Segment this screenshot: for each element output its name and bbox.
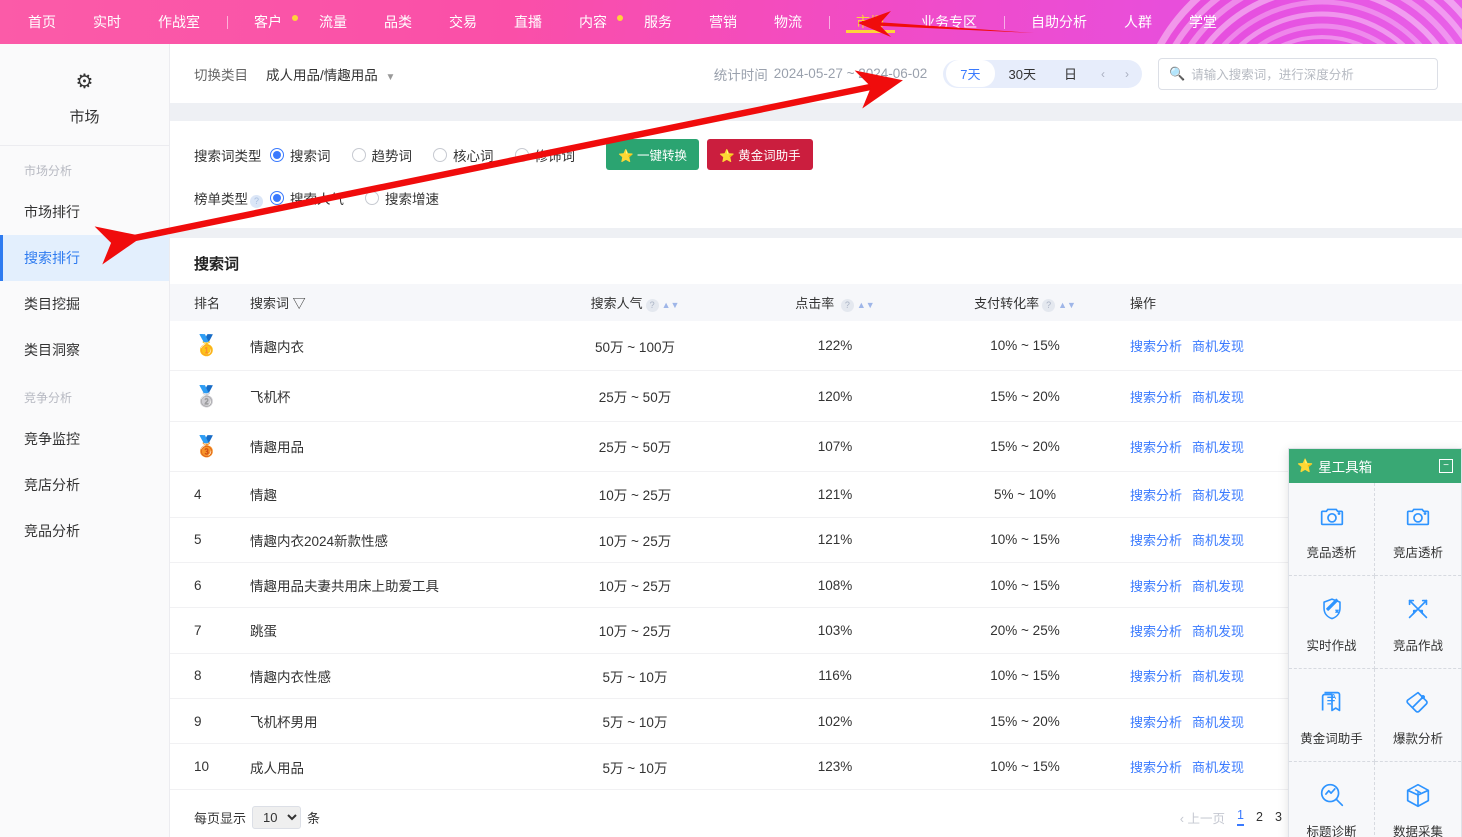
svg-text:A: A — [1331, 692, 1336, 701]
